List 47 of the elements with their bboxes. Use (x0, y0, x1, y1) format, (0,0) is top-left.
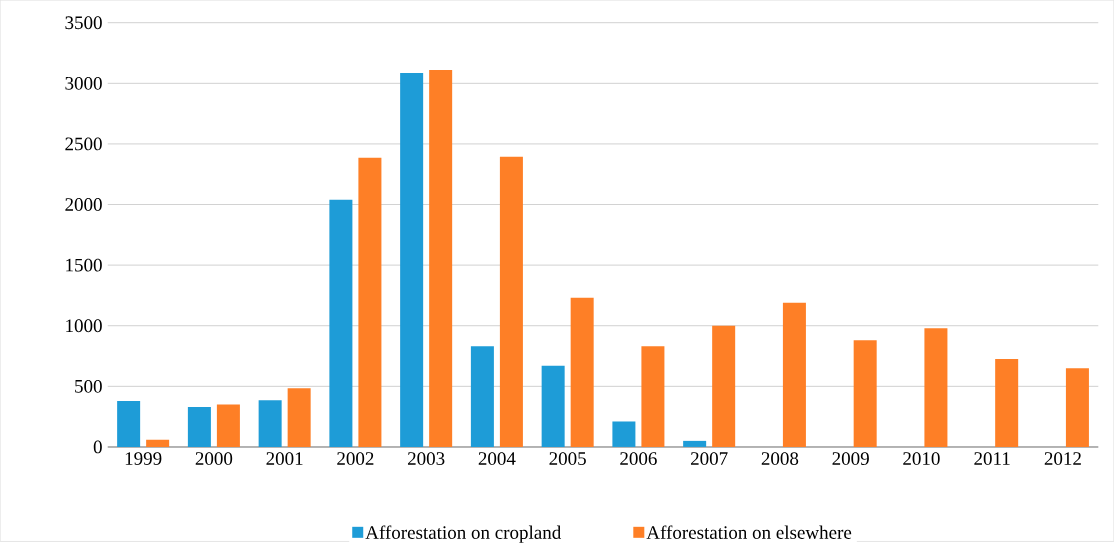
bar (641, 346, 665, 447)
y-tick-label: 3000 (65, 76, 102, 90)
y-tick-label: 2000 (65, 197, 102, 211)
x-tick-label: 2010 (903, 452, 940, 465)
x-tick-label: 2008 (761, 452, 799, 465)
bar (117, 400, 141, 447)
x-tick-label: 2011 (974, 452, 1010, 465)
bar (287, 388, 311, 447)
y-tick-label: 500 (75, 379, 102, 393)
bar (1065, 368, 1089, 447)
bar (924, 328, 948, 447)
x-tick-label: 2012 (1044, 452, 1081, 465)
x-tick-label: 2005 (549, 452, 586, 465)
bar (329, 199, 353, 447)
bar (358, 157, 382, 447)
x-tick-label: 2000 (195, 452, 233, 465)
x-tick-label: 2009 (832, 452, 869, 465)
bar (499, 156, 523, 447)
x-tick-label: 2004 (478, 452, 516, 465)
legend-label: Afforestation on cropland (365, 525, 562, 543)
y-tick-label: 1500 (66, 258, 102, 272)
legend-label: Afforestation on elsewhere (646, 525, 852, 539)
bar (541, 365, 565, 447)
bar (683, 440, 707, 447)
bar (570, 297, 594, 447)
bar (146, 439, 170, 447)
x-tick-label: 2001 (266, 452, 303, 465)
x-tick-label: 2002 (337, 452, 374, 465)
bar (995, 358, 1019, 447)
bar (429, 69, 453, 447)
y-tick-label: 1000 (66, 319, 102, 333)
x-tick-label: 2006 (620, 452, 657, 465)
bar (258, 400, 282, 447)
bar (712, 325, 736, 447)
x-tick-label: 2003 (407, 452, 445, 465)
bar (612, 421, 636, 447)
bar (216, 404, 240, 447)
bar (187, 406, 211, 447)
x-tick-label: 2007 (690, 452, 728, 465)
bar (782, 302, 806, 447)
y-tick-label: 2500 (65, 137, 102, 151)
bar (400, 72, 424, 447)
bar (853, 340, 877, 447)
y-tick-label: 3500 (65, 16, 102, 29)
bar (470, 346, 494, 447)
y-tick-label: 0 (93, 440, 102, 454)
x-tick-label: 1999 (125, 452, 162, 465)
